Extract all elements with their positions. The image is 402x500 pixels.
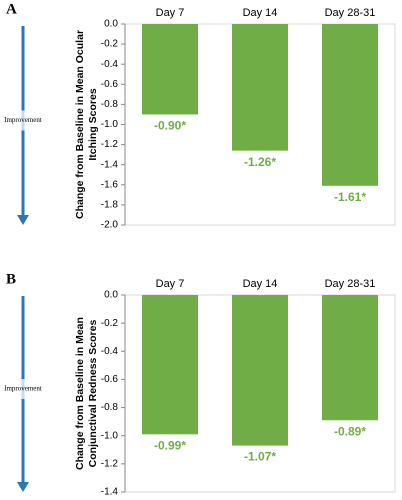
y-axis-label-line: Change from Baseline in Mean Ocular: [74, 30, 86, 219]
data-label: -0.89*: [334, 424, 366, 438]
y-tick-label: 0.0: [104, 290, 118, 301]
bar: [142, 24, 198, 115]
y-tick-label: -0.6: [101, 79, 119, 90]
x-tick-label: Day 14: [243, 7, 278, 19]
y-tick-label: -0.2: [101, 318, 119, 329]
data-label: -1.26*: [244, 155, 276, 169]
panel-label: B: [6, 271, 16, 287]
y-tick-label: -0.8: [101, 402, 119, 413]
x-tick-label: Day 28-31: [325, 278, 376, 290]
arrow-head: [17, 215, 29, 225]
y-tick-label: -1.4: [101, 487, 119, 498]
y-tick-label: -1.4: [101, 159, 119, 170]
y-tick-label: -0.2: [101, 39, 119, 50]
y-axis-label: Change from Baseline in Mean OcularItchi…: [74, 30, 99, 219]
bar: [142, 295, 198, 435]
y-tick-label: -1.0: [101, 430, 119, 441]
y-tick-label: -1.6: [101, 179, 119, 190]
y-tick-label: -0.4: [101, 346, 119, 357]
y-tick-label: -1.2: [101, 139, 119, 150]
data-label: -0.99*: [154, 438, 186, 452]
y-tick-label: -1.0: [101, 119, 119, 130]
arrow-head: [17, 482, 29, 492]
y-tick-label: -0.6: [101, 374, 119, 385]
y-axis-label: Change from Baseline in MeanConjunctival…: [74, 317, 99, 470]
data-label: -1.07*: [244, 450, 276, 464]
x-tick-label: Day 14: [243, 278, 278, 290]
bar: [232, 24, 288, 151]
y-tick-label: 0.0: [104, 19, 118, 30]
panel-label: A: [6, 1, 17, 17]
y-tick-label: -0.4: [101, 59, 119, 70]
annotation: Improvement: [4, 385, 42, 393]
bar: [322, 24, 378, 186]
x-tick-label: Day 7: [156, 278, 185, 290]
data-label: -1.61*: [334, 190, 366, 204]
y-axis-label-line: Change from Baseline in Mean: [74, 317, 86, 470]
x-tick-label: Day 28-31: [325, 7, 376, 19]
y-tick-label: -0.8: [101, 99, 119, 110]
y-axis-label-line: Conjunctival Redness Scores: [87, 320, 99, 468]
y-axis-label-line: Itching Scores: [87, 88, 99, 161]
data-label: -0.90*: [154, 119, 186, 133]
x-tick-label: Day 7: [156, 7, 185, 19]
annotation: Improvement: [4, 116, 42, 124]
bar: [232, 295, 288, 446]
y-tick-label: -2.0: [101, 220, 119, 231]
y-tick-label: -1.2: [101, 458, 119, 469]
bar: [322, 295, 378, 421]
y-tick-label: -1.8: [101, 200, 119, 211]
